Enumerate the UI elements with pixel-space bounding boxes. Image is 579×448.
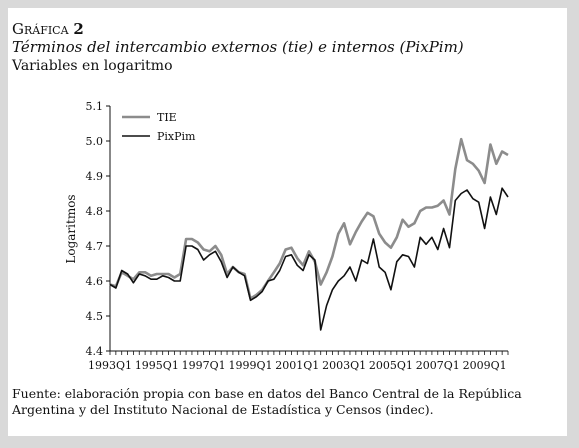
figure-label-number: 2: [73, 20, 84, 38]
y-tick-label: 4.9: [86, 170, 104, 183]
figure-label-prefix: Gráfica: [12, 20, 69, 38]
y-tick-label: 4.4: [86, 345, 104, 358]
figure-label: Gráfica 2: [12, 20, 552, 38]
y-tick-label: 4.6: [86, 275, 104, 288]
y-tick-label: 4.7: [86, 240, 104, 253]
x-tick-label: 2003Q1: [322, 359, 366, 372]
chart-series: [109, 137, 509, 331]
chart-legend: TIE PixPim: [122, 111, 196, 143]
figure-subtitle: Variables en logaritmo: [12, 58, 173, 74]
series-line-tie: [109, 137, 509, 300]
x-tick-label: 2007Q1: [416, 359, 460, 372]
x-tick-label: 1997Q1: [182, 359, 226, 372]
x-tick-label: 2009Q1: [463, 359, 507, 372]
x-tick-label: 1993Q1: [88, 359, 132, 372]
x-tick-label: 1999Q1: [228, 359, 272, 372]
series-line-pixpim: [109, 187, 509, 331]
legend-label-pixpim: PixPim: [157, 130, 196, 143]
x-tick-label: 2001Q1: [275, 359, 319, 372]
y-tick-label: 5.0: [86, 135, 104, 148]
y-tick-label: 5.1: [86, 100, 104, 113]
y-tick-label: 4.8: [86, 205, 104, 218]
figure-source: Fuente: elaboración propia con base en d…: [12, 386, 522, 417]
figure-panel: [8, 8, 567, 436]
x-tick-label: 1995Q1: [135, 359, 179, 372]
figure-title: Términos del intercambio externos (tie) …: [12, 38, 464, 56]
x-tick-label: 2005Q1: [369, 359, 413, 372]
figure-header: Gráfica 2 Términos del intercambio exter…: [12, 20, 552, 75]
chart-axes: 4.4 4.5 4.6 4.7 4.8 4.9 5.0 5.1 1993Q1 1995Q1 1997…: [86, 100, 509, 372]
chart-area: 4.4 4.5 4.6 4.7 4.8 4.9 5.0 5.1 1993Q1 1995Q1 1997…: [64, 100, 509, 372]
legend-label-tie: TIE: [157, 111, 177, 124]
line-chart: 4.4 4.5 4.6 4.7 4.8 4.9 5.0 5.1 1993Q1 1995Q1 1997…: [64, 100, 509, 372]
y-tick-label: 4.5: [86, 310, 104, 323]
y-axis-label: Logaritmos: [64, 194, 78, 263]
